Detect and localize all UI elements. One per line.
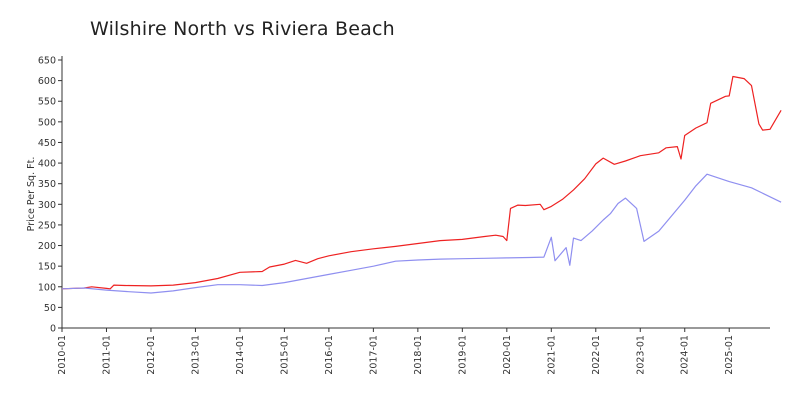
y-tick-label: 350 bbox=[38, 179, 56, 190]
x-tick-label: 2011-01 bbox=[101, 335, 112, 375]
y-tick-label: 650 bbox=[38, 56, 56, 67]
chart-title: Wilshire North vs Riviera Beach bbox=[90, 18, 395, 40]
x-tick-label: 2013-01 bbox=[190, 335, 201, 375]
axes bbox=[61, 56, 770, 329]
x-tick-label: 2017-01 bbox=[368, 335, 379, 375]
x-tick-label: 2018-01 bbox=[413, 335, 424, 375]
y-tick-label: 600 bbox=[38, 76, 56, 87]
x-tick-label: 2012-01 bbox=[146, 335, 157, 375]
y-tick-label: 0 bbox=[50, 324, 56, 335]
y-tick-label: 100 bbox=[38, 282, 56, 293]
x-tick-label: 2016-01 bbox=[324, 335, 335, 375]
x-tick-label: 2021-01 bbox=[546, 335, 557, 375]
x-tick-label: 2010-01 bbox=[57, 335, 68, 375]
tick-labels: 0 50 100 150 200 250 300 350 400 450 500 550 600 650 2… bbox=[38, 56, 735, 375]
x-tick-label: 2022-01 bbox=[591, 335, 602, 375]
x-tick-label: 2020-01 bbox=[502, 335, 513, 375]
x-tick-label: 2025-01 bbox=[724, 335, 735, 375]
y-tick-label: 200 bbox=[38, 241, 56, 252]
y-tick-label: 400 bbox=[38, 159, 56, 170]
series-layer bbox=[61, 75, 782, 294]
x-tick-label: 2015-01 bbox=[279, 335, 290, 375]
y-tick-label: 50 bbox=[44, 303, 56, 314]
series-line-1 bbox=[61, 75, 782, 290]
x-tick-label: 2014-01 bbox=[235, 335, 246, 375]
y-tick-label: 250 bbox=[38, 220, 56, 231]
y-tick-label: 500 bbox=[38, 117, 56, 128]
y-tick-label: 450 bbox=[38, 138, 56, 149]
x-tick-label: 2023-01 bbox=[635, 335, 646, 375]
y-tick-label: 300 bbox=[38, 200, 56, 211]
y-tick-label: 150 bbox=[38, 262, 56, 273]
x-tick-label: 2024-01 bbox=[680, 335, 691, 375]
y-tick-label: 550 bbox=[38, 97, 56, 108]
x-tick-label: 2019-01 bbox=[457, 335, 468, 375]
y-axis-label: Price Per Sq. Ft. bbox=[26, 157, 37, 232]
series-line-2 bbox=[61, 173, 782, 294]
